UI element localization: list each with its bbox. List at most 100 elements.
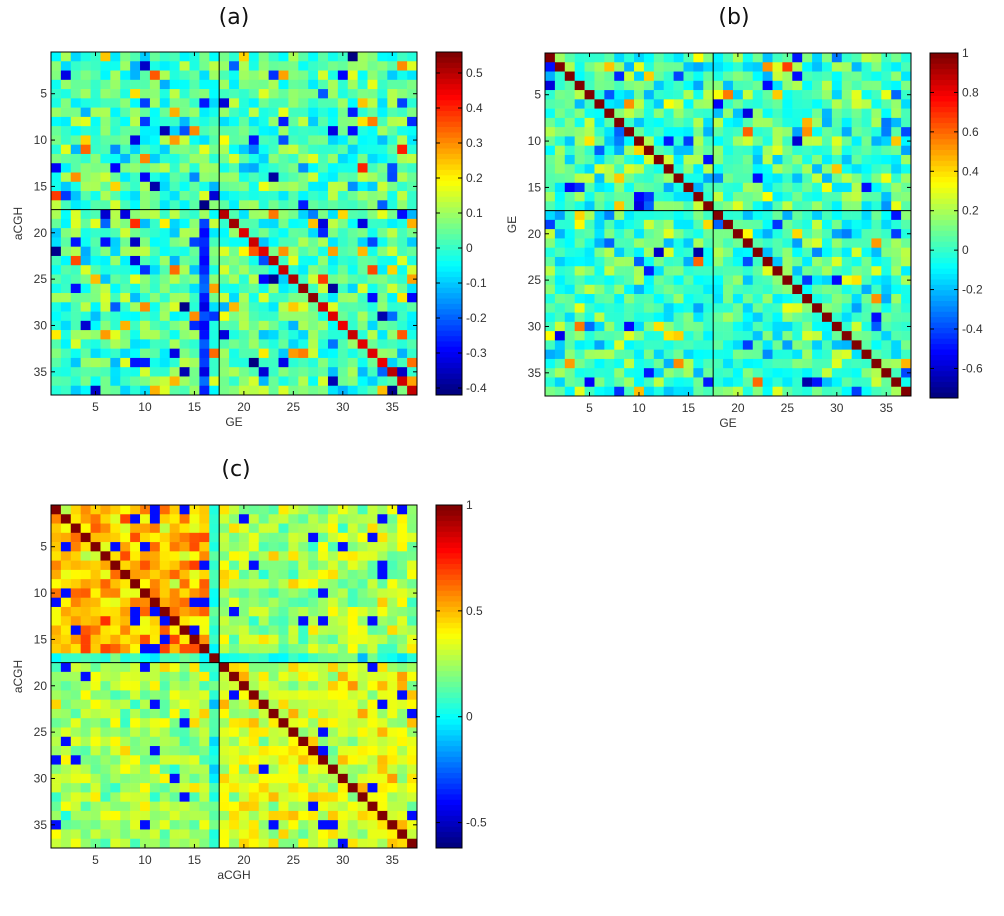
heatmap-cell <box>318 718 329 728</box>
heatmap-cell <box>229 283 240 294</box>
heatmap-cell <box>624 247 635 258</box>
heatmap-cell <box>298 348 309 359</box>
heatmap-cell <box>229 163 240 173</box>
heatmap-cell <box>397 274 408 285</box>
heatmap-cell <box>120 792 131 802</box>
heatmap-cell <box>149 61 161 71</box>
heatmap-cell <box>248 606 260 617</box>
heatmap-cell <box>100 634 111 645</box>
heatmap-cell <box>100 293 111 303</box>
heatmap-cell <box>693 386 704 397</box>
heatmap-cell <box>179 98 190 108</box>
heatmap-cell <box>802 154 813 165</box>
heatmap-cell <box>624 294 635 304</box>
colorbar-segment <box>930 69 958 75</box>
colorbar-segment <box>930 79 958 86</box>
heatmap-cell <box>80 671 91 682</box>
heatmap-cell <box>169 385 180 396</box>
heatmap-cell <box>60 376 72 387</box>
heatmap-cell <box>397 246 408 257</box>
heatmap-cell <box>357 681 368 691</box>
heatmap-cell <box>821 90 833 100</box>
heatmap-cell <box>713 294 724 304</box>
heatmap-cell <box>377 783 388 793</box>
heatmap-cell <box>51 736 62 747</box>
heatmap-cell <box>110 153 121 164</box>
heatmap-cell <box>238 681 250 691</box>
heatmap-cell <box>851 201 862 211</box>
heatmap-cell <box>594 284 605 295</box>
heatmap-cell <box>663 358 674 369</box>
colorbar-segment <box>436 330 462 337</box>
heatmap-cell <box>851 136 862 146</box>
heatmap-cell <box>258 532 269 543</box>
heatmap-cell <box>60 718 72 728</box>
heatmap-cell <box>901 340 912 350</box>
heatmap-cell <box>357 89 368 99</box>
heatmap-cell <box>159 653 170 663</box>
heatmap-cell <box>298 52 309 62</box>
heatmap-cell <box>732 90 744 100</box>
heatmap-cell <box>199 616 210 626</box>
x-tick-label: 25 <box>781 401 795 415</box>
heatmap-cell <box>545 80 556 91</box>
heatmap-cell <box>140 320 151 331</box>
heatmap-cell <box>871 80 882 91</box>
heatmap-cell <box>752 275 763 286</box>
heatmap-cell <box>179 681 190 691</box>
heatmap-cell <box>377 70 388 81</box>
colorbar-segment <box>436 180 462 187</box>
colorbar-segment <box>436 708 462 715</box>
heatmap-cell <box>584 71 595 82</box>
heatmap-cell <box>357 135 368 145</box>
heatmap-cell <box>812 154 823 165</box>
heatmap-cell <box>298 107 309 118</box>
plot-frame <box>50 51 418 396</box>
heatmap-cell <box>663 377 674 388</box>
heatmap-cell <box>199 79 210 90</box>
colorbar-segment <box>436 62 462 69</box>
heatmap-cell <box>268 107 279 118</box>
heatmap-cell <box>407 339 418 349</box>
heatmap-cell <box>881 312 892 323</box>
heatmap-cell <box>327 330 339 340</box>
heatmap-cell <box>831 386 843 397</box>
heatmap-cell <box>821 256 833 267</box>
heatmap-cell <box>604 321 615 332</box>
heatmap-cell <box>80 357 91 368</box>
heatmap-cell <box>653 284 664 295</box>
heatmap-cell <box>594 117 605 128</box>
heatmap-cell <box>288 671 299 682</box>
heatmap-cell <box>397 181 408 192</box>
heatmap-cell <box>594 321 605 332</box>
heatmap-cell <box>327 783 339 793</box>
heatmap-cell <box>812 173 823 184</box>
heatmap-cell <box>357 181 368 192</box>
heatmap-cell <box>861 192 872 202</box>
heatmap-cell <box>278 708 289 719</box>
heatmap-cell <box>199 542 210 552</box>
heatmap-cell <box>871 117 882 128</box>
heatmap-cell <box>318 773 329 784</box>
heatmap-cell <box>288 569 299 580</box>
heatmap-cell <box>51 126 62 136</box>
heatmap-cell <box>891 71 902 82</box>
heatmap-cell <box>189 367 200 377</box>
heatmap-cell <box>169 671 180 682</box>
heatmap-cell <box>812 386 823 397</box>
heatmap-cell <box>80 606 91 617</box>
heatmap-cell <box>802 90 813 100</box>
heatmap-cell <box>120 829 131 840</box>
heatmap-cell <box>673 386 684 397</box>
heatmap-cell <box>861 210 872 221</box>
heatmap-cell <box>219 274 230 285</box>
heatmap-cell <box>120 153 131 164</box>
heatmap-cell <box>298 523 309 534</box>
heatmap-cell <box>742 108 754 119</box>
heatmap-cell <box>831 349 843 360</box>
colorbar-segment <box>930 220 958 226</box>
heatmap-cell <box>387 293 398 303</box>
heatmap-cell <box>367 311 378 322</box>
colorbar-segment <box>436 649 462 656</box>
heatmap-cell <box>169 662 180 673</box>
